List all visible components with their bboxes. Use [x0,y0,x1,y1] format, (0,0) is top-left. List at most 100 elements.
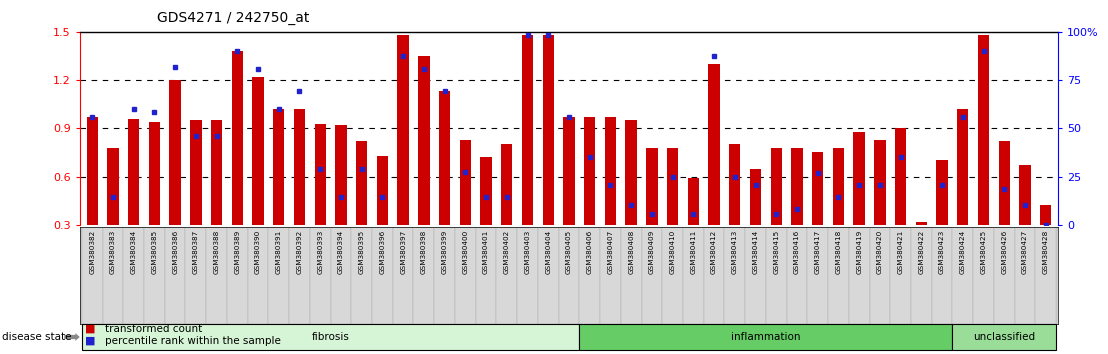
Bar [890,227,911,324]
Text: fibrosis: fibrosis [311,332,349,342]
Bar [310,227,330,324]
Bar [978,35,989,225]
Bar [170,80,181,225]
Bar [895,128,906,225]
Bar [915,222,927,225]
Bar [1040,205,1051,225]
Text: GSM380419: GSM380419 [856,229,862,274]
Bar [392,227,413,324]
Text: GSM380428: GSM380428 [1043,229,1048,274]
Text: GSM380383: GSM380383 [110,229,116,274]
Bar [165,227,185,324]
Text: GSM380409: GSM380409 [649,229,655,274]
Text: GSM380427: GSM380427 [1022,229,1028,274]
Bar [725,227,746,324]
Text: GSM380395: GSM380395 [359,229,365,274]
Bar [953,227,973,324]
Text: unclassified: unclassified [973,332,1035,342]
Text: GSM380399: GSM380399 [442,229,448,274]
Text: GSM380422: GSM380422 [919,229,924,274]
Bar [791,148,802,225]
Text: GSM380418: GSM380418 [835,229,841,274]
Text: GSM380398: GSM380398 [421,229,427,274]
Bar [123,227,144,324]
Bar [808,227,828,324]
Text: GSM380423: GSM380423 [940,229,945,274]
Bar [103,227,123,324]
Bar [973,227,994,324]
Text: GSM380391: GSM380391 [276,229,281,274]
Bar [330,227,351,324]
Bar [932,227,953,324]
Text: GSM380389: GSM380389 [234,229,240,274]
Bar [579,324,953,350]
Bar [460,139,471,225]
Bar [729,144,740,225]
Text: GSM380417: GSM380417 [814,229,821,274]
Text: inflammation: inflammation [731,332,801,342]
Bar [663,227,683,324]
Text: GSM380405: GSM380405 [566,229,572,274]
Bar [517,227,537,324]
Bar [936,160,947,225]
Bar [455,227,475,324]
Text: GSM380392: GSM380392 [297,229,302,274]
Text: GSM380420: GSM380420 [876,229,883,274]
Text: GSM380411: GSM380411 [690,229,696,274]
Text: GSM380396: GSM380396 [379,229,386,274]
Bar [605,117,616,225]
Bar [708,64,720,225]
Bar [398,35,409,225]
Bar [853,132,865,225]
Text: GSM380415: GSM380415 [773,229,779,274]
Text: GSM380408: GSM380408 [628,229,634,274]
Bar [563,117,575,225]
Text: ■: ■ [85,324,95,333]
Bar [496,227,517,324]
Bar [870,227,890,324]
Bar [558,227,579,324]
Text: GSM380425: GSM380425 [981,229,986,274]
Bar [372,227,392,324]
Text: GSM380407: GSM380407 [607,229,614,274]
Bar [289,227,310,324]
Bar [537,227,558,324]
Bar [82,324,579,350]
Bar [874,139,885,225]
Bar [413,227,434,324]
Bar [336,125,347,225]
Bar [248,227,268,324]
Text: GSM380388: GSM380388 [214,229,219,274]
Bar [148,122,160,225]
Text: GSM380390: GSM380390 [255,229,261,274]
Bar [957,109,968,225]
Bar [584,117,595,225]
Text: GSM380410: GSM380410 [669,229,676,274]
Bar [273,109,285,225]
Bar [107,148,119,225]
Text: GSM380412: GSM380412 [711,229,717,274]
Bar [211,120,223,225]
Bar [434,227,455,324]
Bar [994,227,1015,324]
Text: GSM380404: GSM380404 [545,229,551,274]
Text: GSM380406: GSM380406 [587,229,593,274]
Bar [185,227,206,324]
Bar [746,227,766,324]
Text: GSM380402: GSM380402 [504,229,510,274]
Bar [620,227,642,324]
Text: GSM380385: GSM380385 [152,229,157,274]
Bar [601,227,620,324]
Text: GSM380403: GSM380403 [524,229,531,274]
Text: transformed count: transformed count [105,324,203,333]
Bar [688,178,699,225]
Text: GSM380421: GSM380421 [897,229,904,274]
Text: GSM380386: GSM380386 [172,229,178,274]
Text: GSM380401: GSM380401 [483,229,489,274]
Text: GSM380397: GSM380397 [400,229,407,274]
Text: GSM380400: GSM380400 [462,229,469,274]
Bar [646,148,657,225]
Text: GSM380393: GSM380393 [317,229,324,274]
Bar [812,153,823,225]
Bar [1035,227,1056,324]
